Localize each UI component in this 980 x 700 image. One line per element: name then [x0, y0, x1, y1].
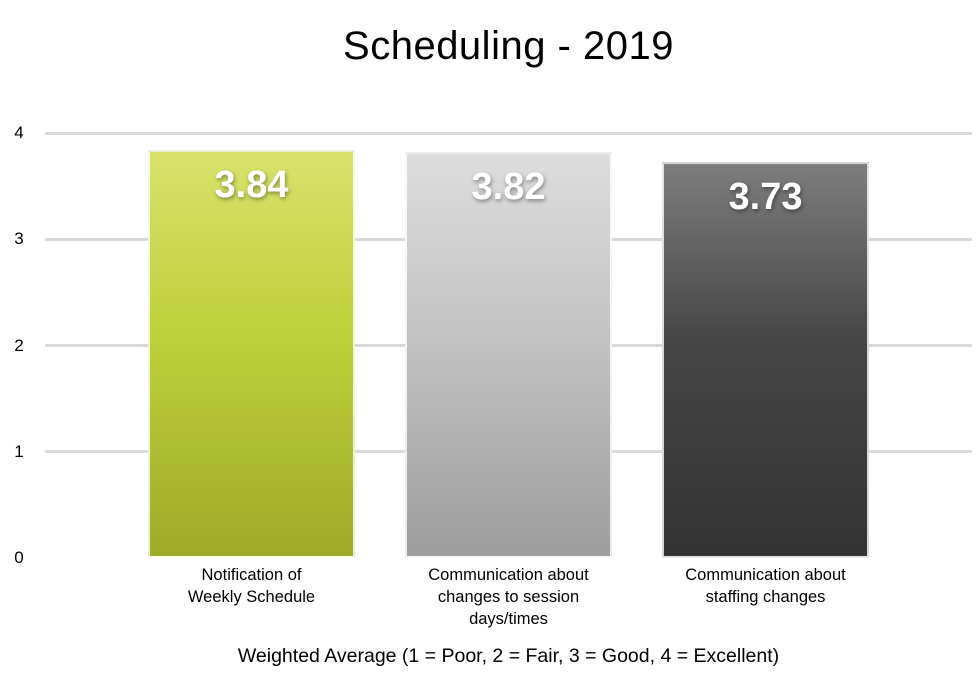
chart-title: Scheduling - 2019: [343, 24, 674, 68]
y-tick-label-2: 2: [14, 335, 24, 355]
y-tick-label-1: 1: [14, 441, 24, 461]
category-label-1: Notification of Weekly Schedule: [187, 566, 316, 606]
y-tick-label-3: 3: [14, 229, 24, 249]
bar-3: 3.73: [662, 161, 869, 558]
x-axis-title: Weighted Average (1 = Poor, 2 = Fair, 3 …: [237, 645, 780, 667]
gridline-y-4: [45, 131, 972, 135]
bar-value-label-3: 3.73: [728, 175, 803, 218]
bar-1: 3.84: [148, 150, 355, 558]
bar-value-label-2: 3.82: [471, 166, 546, 209]
bar-value-label-1: 3.84: [214, 164, 289, 206]
y-tick-label-4: 4: [14, 123, 24, 142]
category-label-3: Communication about staffing changes: [685, 566, 846, 606]
y-tick-label-0: 0: [14, 548, 24, 567]
category-label-2: Communication about changes to session d…: [428, 566, 589, 628]
bar-2: 3.82: [405, 152, 612, 558]
